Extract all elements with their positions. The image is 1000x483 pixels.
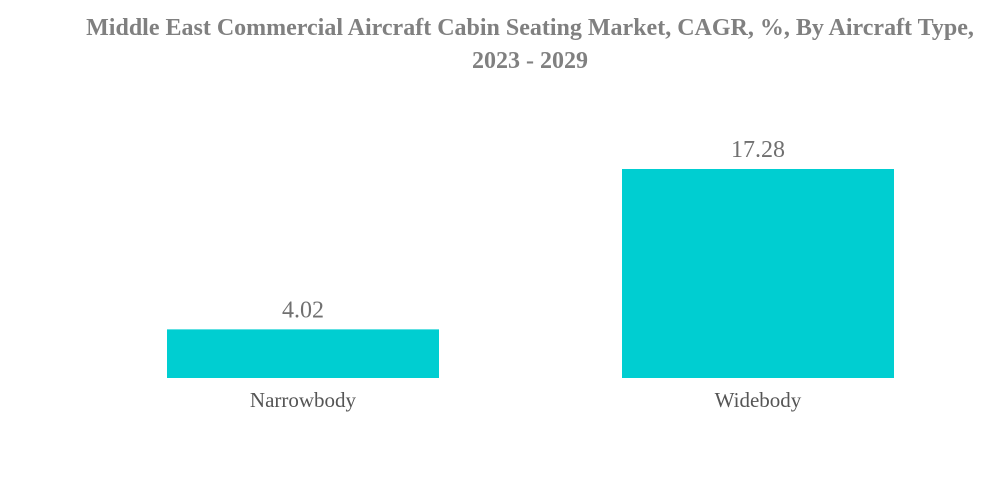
bars-group	[167, 169, 894, 378]
value-label-narrowbody: 4.02	[282, 297, 324, 323]
category-label-narrowbody: Narrowbody	[250, 388, 357, 412]
category-label-widebody: Widebody	[715, 388, 802, 412]
labels-group: 4.02 Narrowbody 17.28 Widebody	[250, 137, 802, 412]
bar-narrowbody	[167, 329, 439, 378]
bar-widebody	[622, 169, 894, 378]
chart-title: Middle East Commercial Aircraft Cabin Se…	[86, 15, 974, 74]
value-label-widebody: 17.28	[731, 137, 785, 163]
